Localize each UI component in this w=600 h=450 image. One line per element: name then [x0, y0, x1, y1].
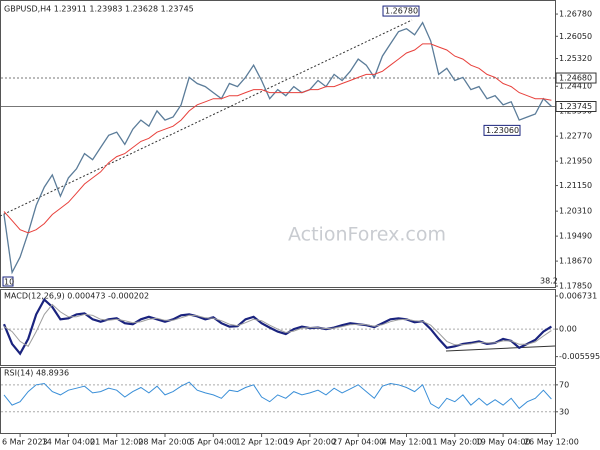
x-tick-label: 12 Apr 12:00: [236, 438, 288, 447]
fib-label: 38.2: [540, 277, 558, 286]
y-tick-label: 1.21950: [559, 157, 592, 166]
panel-title: MACD(12,26,9) 0.000473 -0.000202: [4, 292, 149, 301]
y-tick-label: 0.00: [559, 325, 577, 334]
panel-title: GBPUSD,H4 1.23911 1.23983 1.23628 1.2374…: [4, 5, 194, 14]
y-tick-label: 1.25320: [559, 54, 592, 63]
series-line: [2, 297, 552, 356]
level-label: 1.23745: [559, 102, 592, 111]
rsi-frame: [0, 367, 556, 434]
extreme-box: [382, 5, 420, 17]
y-tick-label: 30: [559, 407, 569, 416]
x-tick-label: 6 Mar 2023: [2, 438, 48, 447]
level-box: [555, 72, 597, 84]
x-tick-label: 5 Apr 04:00: [190, 438, 237, 447]
series-line: [3, 381, 552, 410]
price-frame: [0, 0, 556, 288]
y-tick-label: 1.18670: [559, 257, 592, 266]
y-tick-label: 70: [559, 380, 569, 389]
x-tick-label: 19 May 04:00: [476, 438, 531, 447]
extreme-label: 1.23060: [486, 126, 519, 135]
x-tick-label: 27 Apr 04:00: [332, 438, 384, 447]
series-line: [3, 21, 552, 275]
y-tick-label: 1.26780: [559, 10, 592, 19]
extreme-label: 1.26780: [385, 7, 418, 16]
watermark: ActionForex.com: [288, 224, 446, 246]
x-tick-label: 21 Mar 12:00: [90, 438, 143, 447]
x-tick-label: 28 Mar 20:00: [138, 438, 191, 447]
level-label: 1.24680: [559, 74, 592, 83]
y-tick-label: 0.006731: [559, 292, 597, 301]
series-line: [3, 303, 552, 347]
x-tick-label: 11 May 20:00: [427, 438, 482, 447]
extreme-box: [483, 124, 521, 136]
x-tick-label: 19 Apr 20:00: [284, 438, 336, 447]
y-tick-label: 1.17850: [559, 282, 592, 291]
y-tick-label: 1.19490: [559, 232, 592, 241]
y-tick-label: 1.20310: [559, 207, 592, 216]
macd-frame: [0, 289, 556, 366]
y-tick-label: 1.21150: [559, 181, 592, 190]
x-tick-label: 26 May 12:00: [524, 438, 579, 447]
label-box: [2, 276, 14, 287]
x-tick-label: 14 Mar 04:00: [42, 438, 95, 447]
x-tick-label: 4 May 12:00: [382, 438, 432, 447]
level-box: [555, 101, 597, 113]
y-tick-label: 1.22770: [559, 132, 592, 141]
divergence-line: [445, 345, 556, 352]
y-tick-label: 1.26050: [559, 32, 592, 41]
corner-label: 10: [4, 278, 14, 287]
trend-line: [0, 19, 413, 217]
y-tick-label: -0.005595: [559, 352, 600, 361]
panel-title: RSI(14) 48.8936: [4, 369, 69, 378]
series-line: [3, 43, 552, 234]
y-tick-label: 1.24410: [559, 82, 592, 91]
